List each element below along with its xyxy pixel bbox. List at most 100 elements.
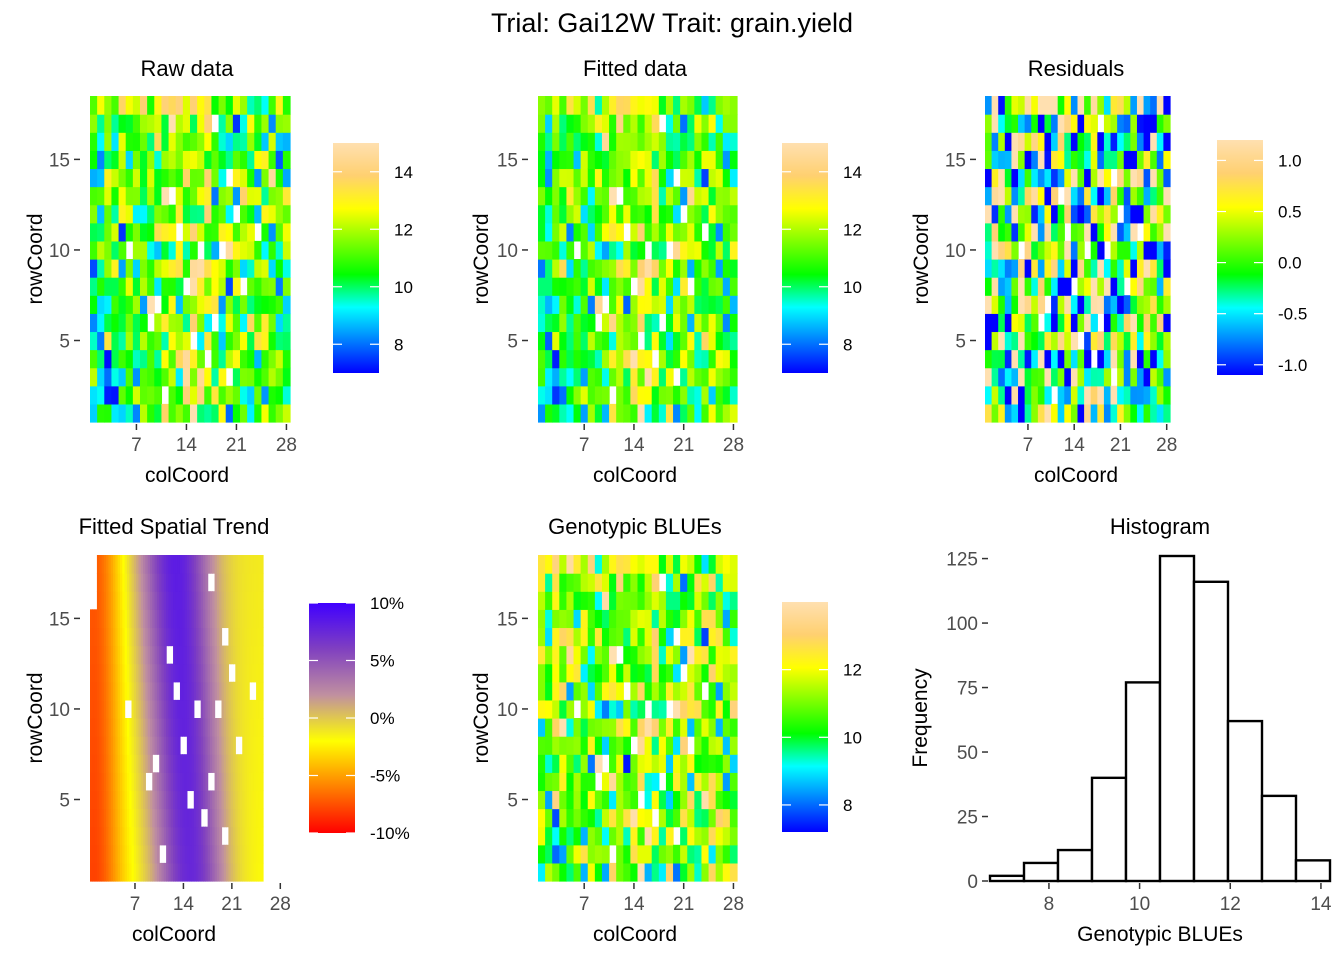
heatmap-cell <box>573 186 582 206</box>
heatmap-cell <box>1103 96 1112 115</box>
heatmap-cell <box>694 718 703 737</box>
heatmap-cell <box>729 385 738 405</box>
heatmap-cell <box>1011 403 1019 423</box>
trend-cell <box>131 826 135 846</box>
trend-cell <box>126 718 130 737</box>
heatmap-cell <box>580 627 589 647</box>
heatmap-cell <box>1077 313 1085 333</box>
heatmap-cell <box>708 222 717 242</box>
trend-cell <box>175 609 179 629</box>
heatmap-cell <box>118 222 127 242</box>
trend-cell <box>145 808 149 828</box>
heatmap-cell <box>694 573 703 592</box>
heatmap-cell <box>1156 186 1164 206</box>
trend-cell <box>237 699 241 719</box>
trend-cell <box>106 555 110 574</box>
trend-cell <box>184 772 188 792</box>
heatmap-cell <box>1018 132 1026 151</box>
trend-cell <box>233 699 236 719</box>
trend-cell <box>198 772 202 792</box>
heatmap-cell <box>175 385 184 405</box>
heatmap-cell <box>587 573 596 592</box>
heatmap-cell <box>1011 114 1019 133</box>
trend-cell <box>110 573 114 592</box>
heatmap-cell <box>665 331 674 351</box>
trend-cell <box>246 681 250 701</box>
heatmap-cell <box>1070 186 1079 206</box>
heatmap-cell <box>1070 295 1079 314</box>
heatmap-cell <box>566 204 575 224</box>
heatmap-cell <box>644 826 653 846</box>
heatmap-cell <box>175 313 184 333</box>
trend-cell <box>214 754 218 773</box>
trend-cell <box>258 591 262 610</box>
heatmap-cell <box>637 627 646 647</box>
heatmap-cell <box>637 591 646 610</box>
trend-cell <box>108 736 112 755</box>
heatmap-cell <box>616 313 624 333</box>
trend-cell <box>226 555 229 574</box>
trend-cell <box>235 772 239 792</box>
heatmap-cell <box>111 295 120 314</box>
heatmap-cell <box>687 240 695 260</box>
heatmap-cell <box>1057 403 1065 423</box>
heatmap-cell <box>545 222 553 242</box>
trend-cell <box>214 555 218 574</box>
trend-cell <box>96 754 100 773</box>
trend-cell <box>179 844 183 864</box>
trend-cell <box>173 808 176 828</box>
trend-cell <box>196 627 200 647</box>
heatmap-cell <box>1018 331 1026 351</box>
heatmap-cell <box>658 403 667 423</box>
heatmap-cell <box>275 295 284 314</box>
trend-cell <box>94 772 98 792</box>
trend-cell <box>163 826 167 846</box>
trend-cell <box>251 790 255 810</box>
trend-cell <box>235 573 239 592</box>
heatmap-cell <box>275 186 284 206</box>
heatmap-cell <box>161 295 170 314</box>
heatmap-cell <box>111 222 120 242</box>
histogram-bar <box>1022 861 1060 883</box>
trend-cell <box>235 718 239 737</box>
heatmap-cell <box>240 114 248 133</box>
heatmap-cell <box>630 150 639 170</box>
trend-cell <box>184 663 188 683</box>
heatmap-cell <box>1103 204 1112 224</box>
trend-cell <box>200 681 204 701</box>
y-tick-label: 15 <box>497 609 518 630</box>
trend-cell <box>124 627 128 647</box>
trend-cell <box>189 862 193 882</box>
trend-cell <box>175 591 179 610</box>
heatmap-cell <box>90 313 98 333</box>
heatmap-cell <box>132 168 141 188</box>
heatmap-cell <box>722 681 731 701</box>
heatmap-cell <box>225 349 234 369</box>
trend-cell <box>191 663 195 683</box>
heatmap-cell <box>601 367 610 387</box>
heatmap-cell <box>1103 403 1112 423</box>
heatmap-cell <box>1136 385 1145 405</box>
trend-cell <box>92 627 96 647</box>
heatmap-cell <box>132 259 141 278</box>
heatmap-cell <box>268 259 277 278</box>
trend-cell <box>260 826 264 846</box>
heatmap-cell <box>715 609 724 629</box>
heatmap-cell <box>722 168 731 188</box>
trend-cell <box>138 790 142 810</box>
heatmap-cell <box>630 295 639 314</box>
heatmap-cell <box>232 168 241 188</box>
x-tick-label: 28 <box>723 894 744 915</box>
heatmap-cell <box>552 367 560 387</box>
heatmap-cell <box>722 862 731 882</box>
heatmap-cell <box>1031 150 1039 170</box>
heatmap-cell <box>282 150 291 170</box>
heatmap-cell <box>609 736 617 755</box>
heatmap-cell <box>1110 259 1118 278</box>
trend-cell <box>196 808 200 828</box>
histogram-bar <box>1192 580 1230 883</box>
heatmap-cell <box>673 681 681 701</box>
heatmap-cell <box>552 114 560 133</box>
heatmap-cell <box>538 609 546 629</box>
heatmap-cell <box>687 367 695 387</box>
